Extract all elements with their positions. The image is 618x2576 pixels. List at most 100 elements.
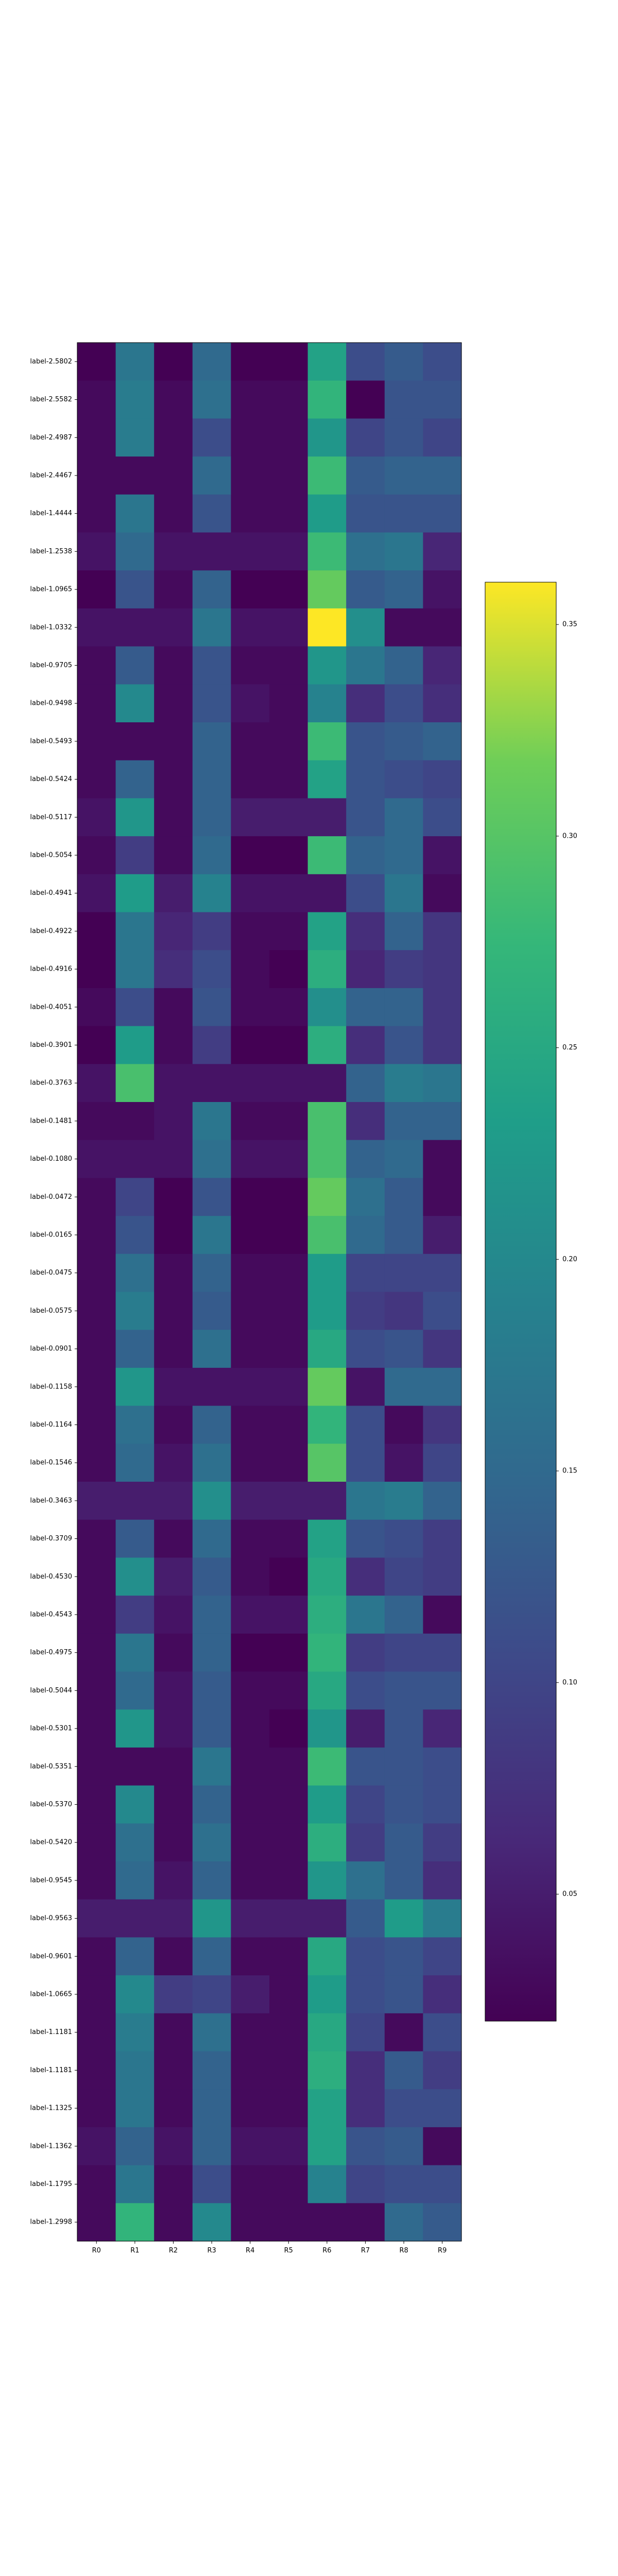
heatmap-cell xyxy=(269,646,308,685)
heatmap-cell xyxy=(384,2165,423,2204)
heatmap-cell xyxy=(384,1482,423,1520)
heatmap-cell xyxy=(154,1253,193,1293)
heatmap-cell xyxy=(192,380,231,419)
colorbar-tick-label: 0.15 xyxy=(562,1467,577,1475)
heatmap-cell xyxy=(77,950,116,989)
heatmap-cell xyxy=(269,1292,308,1330)
heatmap-cell xyxy=(346,760,385,799)
heatmap-cell xyxy=(346,1557,385,1596)
row-label: label-1.4444 xyxy=(30,510,72,517)
heatmap-cell xyxy=(192,2089,231,2128)
heatmap-cell xyxy=(423,1596,462,1634)
heatmap-cell xyxy=(77,343,116,381)
row-label: label-0.5117 xyxy=(30,814,72,821)
heatmap-cell xyxy=(154,343,193,381)
heatmap-cell xyxy=(231,570,270,609)
heatmap-cell xyxy=(231,1253,270,1293)
heatmap-cell xyxy=(77,1747,116,1786)
heatmap-cell xyxy=(423,1330,462,1368)
heatmap-cell xyxy=(231,1330,270,1368)
heatmap-cell xyxy=(192,1899,231,1938)
heatmap-cell xyxy=(269,418,308,457)
heatmap-cell xyxy=(115,1178,154,1216)
heatmap-cell xyxy=(307,988,347,1027)
heatmap-cell xyxy=(192,646,231,685)
row-label: label-0.5044 xyxy=(30,1687,72,1694)
heatmap-cell xyxy=(269,1026,308,1064)
heatmap-cell xyxy=(77,2013,116,2052)
heatmap-frame xyxy=(77,342,462,2242)
heatmap-cell xyxy=(115,2051,154,2090)
heatmap-cell xyxy=(77,1519,116,1558)
heatmap-cell xyxy=(384,1747,423,1786)
heatmap-cell xyxy=(154,1823,193,1862)
heatmap-cell xyxy=(423,1253,462,1293)
heatmap-cell xyxy=(423,532,462,571)
heatmap-cell xyxy=(307,2203,347,2242)
heatmap-cell xyxy=(269,2127,308,2166)
row-label: label-0.5351 xyxy=(30,1762,72,1770)
heatmap-cell xyxy=(231,874,270,913)
heatmap-cell xyxy=(384,1253,423,1293)
heatmap-cell xyxy=(346,1292,385,1330)
heatmap-cell xyxy=(154,988,193,1027)
heatmap-cell xyxy=(307,1102,347,1141)
heatmap-cell xyxy=(346,2203,385,2242)
heatmap-cell xyxy=(269,1709,308,1748)
heatmap-cells xyxy=(77,343,462,2242)
heatmap-cell xyxy=(192,760,231,799)
heatmap-cell xyxy=(154,874,193,913)
heatmap-cell xyxy=(346,1330,385,1368)
heatmap-cell xyxy=(269,1405,308,1444)
heatmap-cell xyxy=(423,1292,462,1330)
heatmap-cell xyxy=(77,1671,116,1710)
row-label: label-0.9563 xyxy=(30,1914,72,1922)
heatmap-cell xyxy=(231,1405,270,1444)
heatmap-cell xyxy=(423,380,462,419)
heatmap-cell xyxy=(154,1405,193,1444)
heatmap-cell xyxy=(154,418,193,457)
heatmap-cell xyxy=(231,456,270,495)
heatmap-cell xyxy=(346,912,385,951)
heatmap-cell xyxy=(154,2089,193,2128)
heatmap-cell xyxy=(231,1140,270,1178)
heatmap-cell xyxy=(384,760,423,799)
heatmap-cell xyxy=(346,988,385,1027)
heatmap-cell xyxy=(423,2203,462,2242)
heatmap-cell xyxy=(384,684,423,723)
heatmap-cell xyxy=(115,1026,154,1064)
colorbar-gradient xyxy=(485,582,556,2021)
heatmap-cell xyxy=(269,1861,308,1900)
heatmap-cell xyxy=(307,494,347,533)
heatmap-cell xyxy=(77,532,116,571)
row-label: label-0.5420 xyxy=(30,1839,72,1846)
heatmap-cell xyxy=(115,1671,154,1710)
heatmap-cell xyxy=(115,1519,154,1558)
heatmap-cell xyxy=(154,1367,193,1406)
heatmap-cell xyxy=(115,684,154,723)
heatmap-cell xyxy=(384,1823,423,1862)
heatmap-cell xyxy=(154,1937,193,1976)
heatmap-cell xyxy=(384,2051,423,2090)
heatmap-cell xyxy=(115,2089,154,2128)
heatmap-cell xyxy=(77,494,116,533)
row-label: label-1.1181 xyxy=(30,2028,72,2036)
heatmap-cell xyxy=(192,608,231,647)
heatmap-cell xyxy=(346,1747,385,1786)
heatmap-cell xyxy=(307,1785,347,1824)
heatmap-cell xyxy=(269,532,308,571)
heatmap-cell xyxy=(307,1861,347,1900)
heatmap-cell xyxy=(115,722,154,761)
heatmap-cell xyxy=(384,1633,423,1672)
heatmap-cell xyxy=(269,1975,308,2014)
heatmap-cell xyxy=(115,1330,154,1368)
heatmap-cell xyxy=(346,1633,385,1672)
heatmap-cell xyxy=(115,1140,154,1178)
heatmap-cell xyxy=(269,874,308,913)
heatmap-cell xyxy=(115,570,154,609)
heatmap-cell xyxy=(192,570,231,609)
heatmap-cell xyxy=(384,343,423,381)
heatmap-cell xyxy=(384,1671,423,1710)
heatmap-cell xyxy=(192,1557,231,1596)
row-label: label-2.4987 xyxy=(30,434,72,442)
